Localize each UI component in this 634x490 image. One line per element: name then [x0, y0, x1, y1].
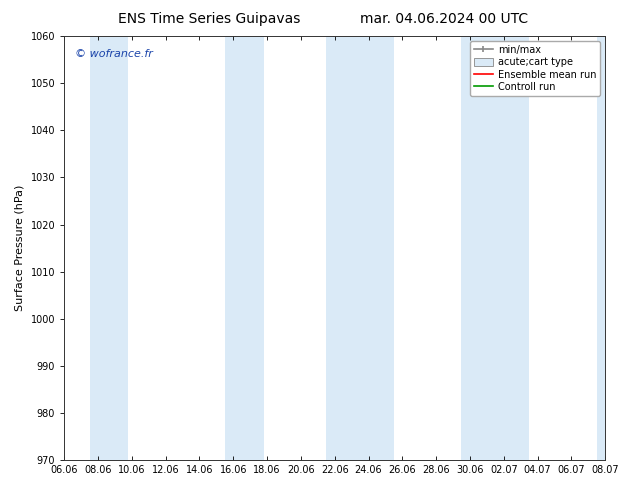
Text: © wofrance.fr: © wofrance.fr	[75, 49, 153, 59]
Bar	[597, 36, 622, 460]
Bar	[462, 36, 529, 460]
Y-axis label: Surface Pressure (hPa): Surface Pressure (hPa)	[15, 185, 25, 311]
Bar	[327, 36, 394, 460]
Text: ENS Time Series Guipavas: ENS Time Series Guipavas	[118, 12, 301, 26]
Bar	[89, 36, 129, 460]
Bar	[225, 36, 264, 460]
Legend: min/max, acute;cart type, Ensemble mean run, Controll run: min/max, acute;cart type, Ensemble mean …	[470, 41, 600, 96]
Text: mar. 04.06.2024 00 UTC: mar. 04.06.2024 00 UTC	[359, 12, 528, 26]
